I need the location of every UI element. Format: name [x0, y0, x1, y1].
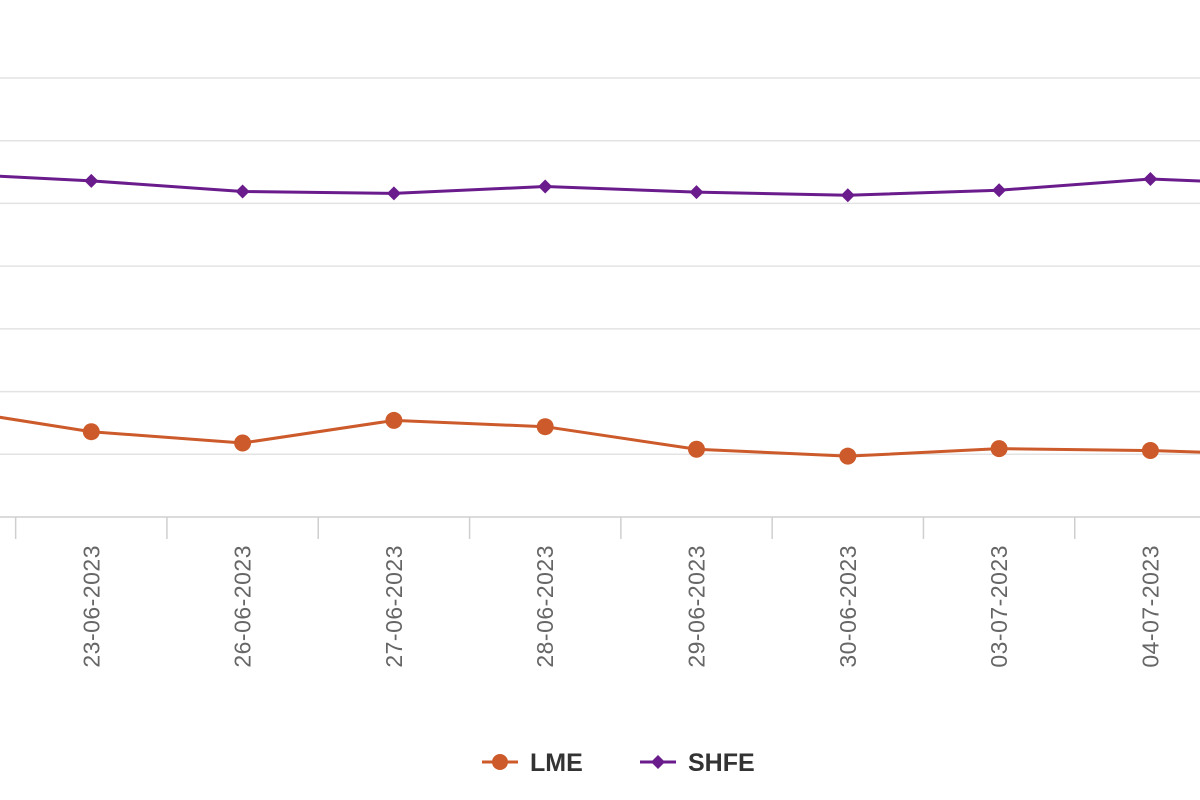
legend-item-shfe[interactable]: SHFE — [640, 749, 755, 777]
data-point-lme[interactable] — [839, 447, 857, 465]
legend[interactable]: LME SHFE — [482, 749, 755, 777]
data-point-shfe[interactable] — [1143, 171, 1158, 186]
data-point-lme[interactable] — [536, 418, 554, 436]
legend-marker-diamond — [651, 755, 665, 769]
data-point-shfe[interactable] — [689, 185, 704, 200]
x-tick-label: 23-06-2023 — [78, 545, 104, 668]
data-point-shfe[interactable] — [386, 186, 401, 201]
x-tick-label: 30-06-2023 — [835, 545, 861, 668]
x-tick-label: 29-06-2023 — [684, 545, 710, 668]
data-point-lme[interactable] — [1141, 442, 1159, 460]
data-point-lme[interactable] — [234, 434, 252, 452]
legend-item-lme[interactable]: LME — [482, 749, 583, 777]
legend-label: SHFE — [688, 749, 755, 777]
grid-lines — [0, 77, 1200, 456]
x-axis — [0, 516, 1200, 539]
data-point-shfe[interactable] — [235, 184, 250, 199]
data-point-shfe[interactable] — [992, 183, 1007, 198]
x-tick-labels: 23-06-2023 26-06-2023 27-06-2023 28-06-2023… — [78, 545, 1163, 668]
x-tick-label: 26-06-2023 — [230, 545, 256, 668]
data-point-lme[interactable] — [82, 423, 100, 441]
data-point-lme[interactable] — [385, 411, 403, 429]
series-line-lme — [0, 415, 1200, 458]
data-point-shfe[interactable] — [840, 188, 855, 203]
x-tick-label: 28-06-2023 — [532, 545, 558, 668]
series-line-shfe — [0, 174, 1200, 197]
x-tick-label: 04-07-2023 — [1137, 545, 1163, 668]
x-tick-label: 03-07-2023 — [986, 545, 1012, 668]
series-layer — [0, 171, 1200, 465]
legend-label: LME — [530, 749, 583, 777]
data-point-lme[interactable] — [990, 440, 1008, 458]
data-point-lme[interactable] — [688, 440, 705, 458]
data-point-shfe[interactable] — [84, 173, 99, 188]
legend-marker-circle — [492, 754, 508, 770]
x-tick-label: 27-06-2023 — [381, 545, 407, 668]
data-point-shfe[interactable] — [538, 179, 553, 194]
